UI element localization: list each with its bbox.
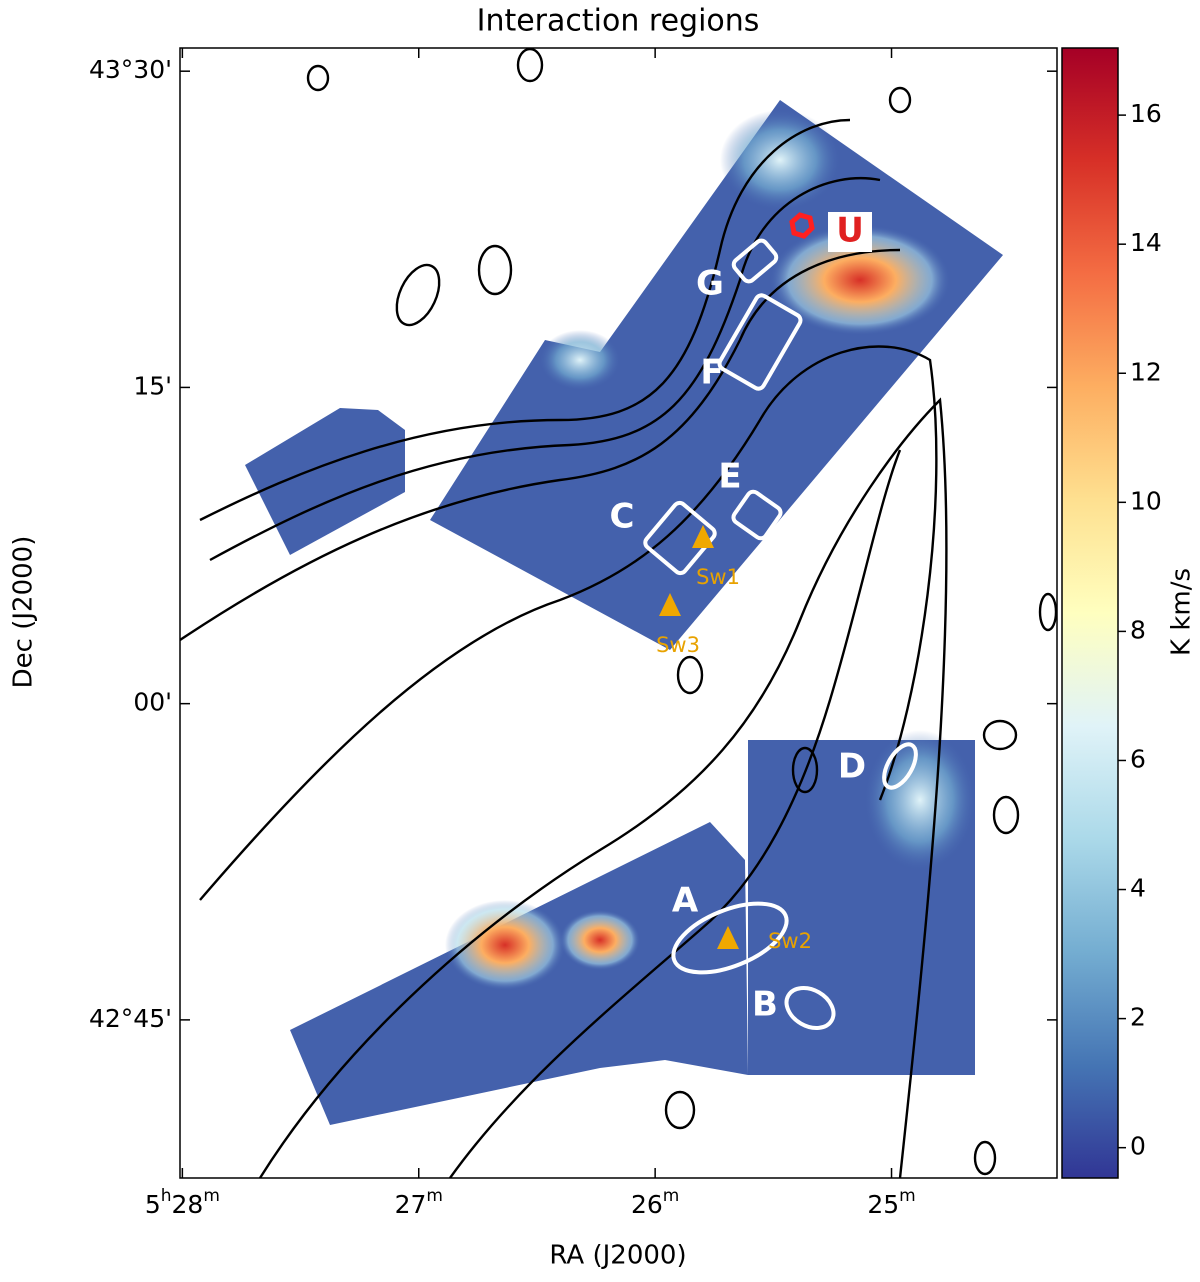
region-label: A (672, 881, 699, 921)
source-markers (659, 525, 739, 949)
colorbar-tick-label: 4 (1130, 874, 1146, 903)
y-tick-label: 42°45' (89, 1004, 172, 1033)
map-patch (245, 408, 405, 555)
label-box (828, 212, 872, 252)
chart-title: Interaction regions (477, 4, 760, 39)
x-tick-label: 26m (631, 1186, 679, 1219)
x-tick-label: 27m (395, 1186, 443, 1219)
emission (445, 900, 565, 990)
region-label: E (718, 457, 741, 497)
colorbar (1061, 47, 1119, 1179)
y-tick-label: 00' (133, 688, 172, 717)
region-outlines (643, 238, 918, 1030)
emission (720, 110, 840, 210)
axes-frame (179, 47, 1058, 1179)
colorbar-tick-label: 2 (1130, 1003, 1146, 1032)
y-axis-label: Dec (J2000) (9, 536, 39, 689)
emission (560, 910, 640, 970)
colorbar-tick-label: 0 (1130, 1132, 1146, 1161)
emission (540, 330, 620, 390)
region-label: D (838, 747, 866, 787)
y-tick-label: 15' (133, 371, 172, 400)
contours (180, 48, 1057, 1178)
x-tick-label: 25m (867, 1186, 915, 1219)
region-label: B (752, 985, 778, 1025)
colorbar-label: K km/s (1167, 568, 1197, 656)
region-outline-u (789, 212, 815, 239)
source-label: Sw2 (768, 929, 812, 953)
source-label: Sw3 (656, 633, 700, 657)
colorbar-tick-label: 16 (1130, 99, 1162, 128)
x-axis-label: RA (J2000) (549, 1241, 686, 1271)
x-tick-label: 5h28m (145, 1186, 220, 1219)
y-tick-label: 43°30' (89, 55, 172, 84)
colorbar-tick-label: 14 (1130, 228, 1162, 257)
map-image (180, 48, 1057, 1178)
colorbar-tick-label: 10 (1130, 486, 1162, 515)
colorbar-tick-label: 6 (1130, 744, 1146, 773)
colorbar-tick-label: 12 (1130, 357, 1162, 386)
emission (770, 225, 950, 335)
region-label: U (836, 211, 864, 251)
source-label: Sw1 (696, 565, 740, 589)
emission (865, 730, 975, 870)
region-label: C (610, 497, 635, 537)
colorbar-tick-label: 8 (1130, 615, 1146, 644)
region-label: G (696, 264, 724, 304)
region-label: F (700, 353, 723, 393)
